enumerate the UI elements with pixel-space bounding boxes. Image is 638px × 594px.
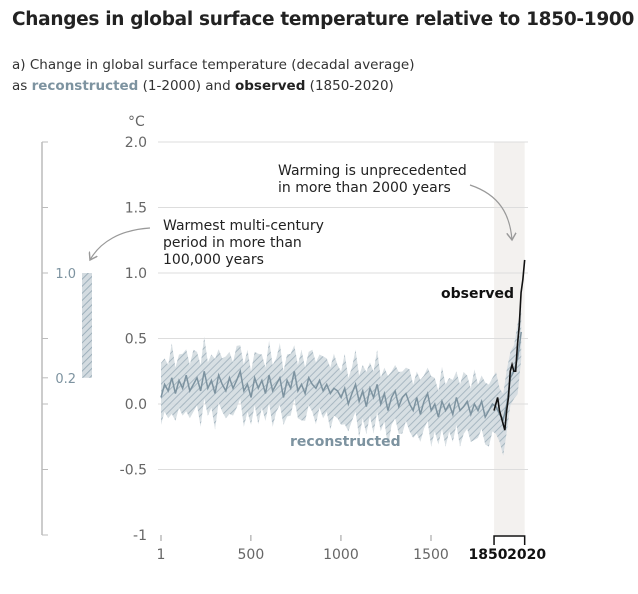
y-tick-label: 2.0 (125, 135, 147, 151)
inset-warmest-period-bar (82, 273, 92, 378)
observed-label: observed (441, 286, 514, 302)
annotation-unprecedented-line-2: in more than 2000 years (278, 180, 451, 196)
annotation-unprecedented-line-1: Warming is unprecedented (278, 163, 467, 179)
annotation-warmest-line-1: Warmest multi-century (163, 218, 324, 234)
observed-period-bracket (493, 535, 526, 545)
x-tick-label: 1500 (413, 547, 449, 563)
y-tick-label: 1.5 (125, 201, 147, 217)
subtitle-line-1: a) Change in global surface temperature … (12, 57, 415, 73)
reconstructed-label: reconstructed (290, 434, 401, 450)
inset-label-top: 1.0 (55, 267, 76, 282)
x-tick-label: 500 (238, 547, 265, 563)
annotation-arrow-warmest (90, 227, 151, 260)
inset-label-bottom: 0.2 (55, 372, 76, 387)
subtitle-text: (1-2000) and (138, 78, 235, 94)
subtitle-text: (1850-2020) (305, 78, 394, 94)
reconstructed-uncertainty-band (161, 306, 522, 456)
x-tick-label: 1000 (323, 547, 359, 563)
annotation-warmest-line-2: period in more than (163, 235, 302, 251)
observed-line (493, 259, 526, 431)
subtitle-observed: observed (234, 78, 306, 94)
x-tick-label-bold: 2020 (507, 547, 546, 563)
subtitle-line-2: as reconstructed (1-2000) and observed (… (12, 78, 394, 94)
figure-title: Changes in global surface temperature re… (12, 9, 635, 30)
y-tick-label: -0.5 (120, 463, 147, 479)
y-tick-label: 0.0 (125, 397, 147, 413)
x-tick-label-bold: 1850 (469, 547, 508, 563)
reconstructed-line (160, 331, 522, 422)
x-tick-label: 1 (157, 547, 166, 563)
annotation-arrow-unprecedented (469, 184, 512, 240)
annotation-warmest-line-3: 100,000 years (163, 252, 264, 268)
y-tick-label: 0.5 (125, 332, 147, 348)
y-tick-label: 1.0 (125, 266, 147, 282)
y-axis-unit: °C (128, 114, 145, 130)
y-tick-label: -1 (133, 528, 147, 544)
subtitle-reconstructed: reconstructed (31, 78, 139, 94)
subtitle-text: as (12, 78, 32, 94)
